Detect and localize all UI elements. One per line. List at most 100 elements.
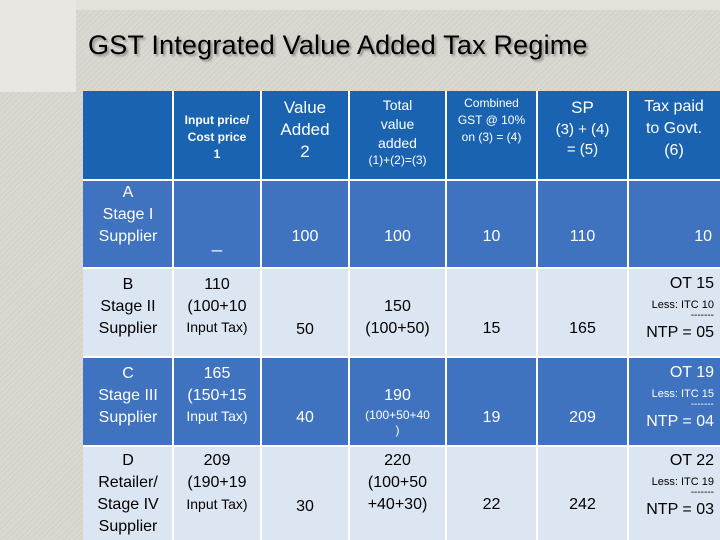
row-b-gst-value: 15	[482, 320, 501, 337]
row-c-tax-ntp: NTP = 04	[646, 413, 714, 430]
row-c-stage: C Stage III Supplier	[83, 357, 173, 446]
row-c-input-line3: Input Tax)	[186, 408, 248, 424]
row-a-input-value: _	[211, 232, 222, 252]
row-b-gst: 15	[446, 268, 537, 357]
row-a-stage: A Stage I Supplier	[83, 180, 173, 268]
row-d-gst-value: 22	[482, 496, 501, 513]
row-a-total-value: 100	[384, 228, 411, 245]
header-value-added-line2: Added	[280, 120, 330, 139]
row-b-tax: OT 15 Less: ITC 10 ------- NTP = 05	[628, 268, 720, 357]
row-divider	[83, 356, 720, 358]
row-d-stage-line2: Retailer/	[98, 474, 158, 491]
table-row-a: A Stage I Supplier _ 100 100 10 110 10	[83, 180, 720, 268]
row-a-gst-value: 10	[482, 228, 501, 245]
header-total-value-line2: value	[380, 116, 415, 132]
row-a-tax: 10	[628, 180, 720, 268]
row-b-input-line2: (100+10	[187, 298, 247, 315]
row-c-tax: OT 19 Less: ITC 15 ------- NTP = 04	[628, 357, 720, 446]
row-b-stage-line3: Supplier	[98, 320, 158, 337]
header-gst-line1: Combined	[464, 96, 519, 110]
row-b-sp-value: 165	[569, 320, 596, 337]
row-c-total-line1: 190	[384, 387, 411, 404]
row-d-stage-line1: D	[122, 452, 134, 469]
row-a-input: _	[173, 180, 261, 268]
row-b-total: 150 (100+50)	[349, 268, 446, 357]
table-row-d: D Retailer/ Stage IV Supplier 209 (190+1…	[83, 446, 720, 540]
header-sp-line1: SP	[571, 98, 594, 117]
row-a-stage-line2: Stage I	[102, 206, 154, 223]
col-divider	[536, 91, 538, 540]
slide-title: GST Integrated Value Added Tax Regime	[88, 30, 588, 60]
row-b-input-line1: 110	[204, 276, 230, 293]
row-c-tax-ot: OT 19	[669, 364, 714, 381]
row-d-value-added: 30	[261, 446, 349, 540]
header-tax-paid-line2: to Govt.	[645, 120, 703, 137]
row-c-total-line3: )	[395, 423, 400, 437]
row-b-stage-line2: Stage II	[100, 298, 156, 315]
row-c-value-added-value: 40	[296, 409, 314, 426]
row-c-input-line2: (150+15	[187, 387, 247, 404]
row-a-sp: 110	[537, 180, 628, 268]
row-b-total-line1: 150	[384, 298, 411, 315]
col-divider	[172, 91, 174, 540]
slide-decoration-strip	[0, 0, 76, 92]
table-row-c: C Stage III Supplier 165 (150+15 Input T…	[83, 357, 720, 446]
header-tax-paid-line3: (6)	[664, 142, 684, 159]
row-d-sp-value: 242	[569, 496, 596, 513]
row-b-tax-less: Less: ITC 10	[651, 299, 714, 311]
row-d-total-line1: 220	[384, 452, 411, 469]
row-d-value-added-value: 30	[296, 498, 314, 515]
gst-table: Input price/ Cost price 1 Value Added 2 …	[83, 91, 720, 540]
row-d-gst: 22	[446, 446, 537, 540]
row-d-tax: OT 22 Less: ITC 19 ------- NTP = 03	[628, 446, 720, 540]
row-c-gst-value: 19	[482, 409, 501, 426]
row-b-sp: 165	[537, 268, 628, 357]
header-input-price-line2: Cost price	[187, 130, 247, 144]
row-c-total-line2: (100+50+40	[365, 408, 430, 422]
row-b-stage-line1: B	[122, 276, 134, 293]
header-sp-line2: (3) + (4)	[555, 121, 610, 138]
row-d-tax-less: Less: ITC 19	[651, 476, 714, 488]
row-c-sp-value: 209	[569, 409, 596, 426]
row-c-sp: 209	[537, 357, 628, 446]
row-c-tax-less: Less: ITC 15	[651, 388, 714, 400]
row-d-total: 220 (100+50 +40+30)	[349, 446, 446, 540]
row-c-value-added: 40	[261, 357, 349, 446]
row-d-sp: 242	[537, 446, 628, 540]
header-input-price-line3: 1	[213, 147, 221, 161]
row-a-total: 100	[349, 180, 446, 268]
header-input-price: Input price/ Cost price 1	[173, 91, 261, 180]
row-d-input: 209 (190+19 Input Tax)	[173, 446, 261, 540]
col-divider	[348, 91, 350, 540]
row-b-tax-ntp: NTP = 05	[646, 324, 714, 341]
row-b-stage: B Stage II Supplier	[83, 268, 173, 357]
row-b-total-line2: (100+50)	[365, 320, 430, 337]
row-c-tax-dash: -------	[690, 399, 714, 410]
row-divider	[83, 179, 720, 181]
header-stage-cell	[83, 91, 173, 180]
col-divider	[260, 91, 262, 540]
row-a-tax-value: 10	[694, 228, 712, 245]
row-d-input-line1: 209	[203, 452, 231, 469]
slide-decoration-band	[76, 0, 720, 10]
row-c-stage-line2: Stage III	[98, 387, 158, 404]
header-total-value: Total value added (1)+(2)=(3)	[349, 91, 446, 180]
row-b-input-line3: Input Tax)	[186, 319, 248, 335]
row-d-input-line2: (190+19	[187, 474, 247, 491]
row-a-value-added: 100	[261, 180, 349, 268]
header-tax-paid-line1: Tax paid	[644, 98, 704, 115]
row-d-tax-ntp: NTP = 03	[646, 501, 714, 518]
col-divider	[627, 91, 629, 540]
row-a-stage-line1: A	[122, 184, 134, 201]
header-total-value-line3: added	[378, 135, 417, 151]
row-d-tax-dash: -------	[690, 487, 714, 498]
row-c-stage-line1: C	[122, 365, 134, 382]
row-divider	[83, 267, 720, 269]
row-d-stage-line4: Supplier	[98, 518, 158, 535]
row-b-value-added-value: 50	[296, 321, 314, 338]
header-gst-line2: GST @ 10%	[457, 113, 526, 127]
header-total-value-line1: Total	[382, 97, 413, 113]
header-value-added-line3: 2	[300, 142, 310, 161]
row-divider	[83, 445, 720, 447]
row-a-stage-line3: Supplier	[98, 228, 158, 245]
